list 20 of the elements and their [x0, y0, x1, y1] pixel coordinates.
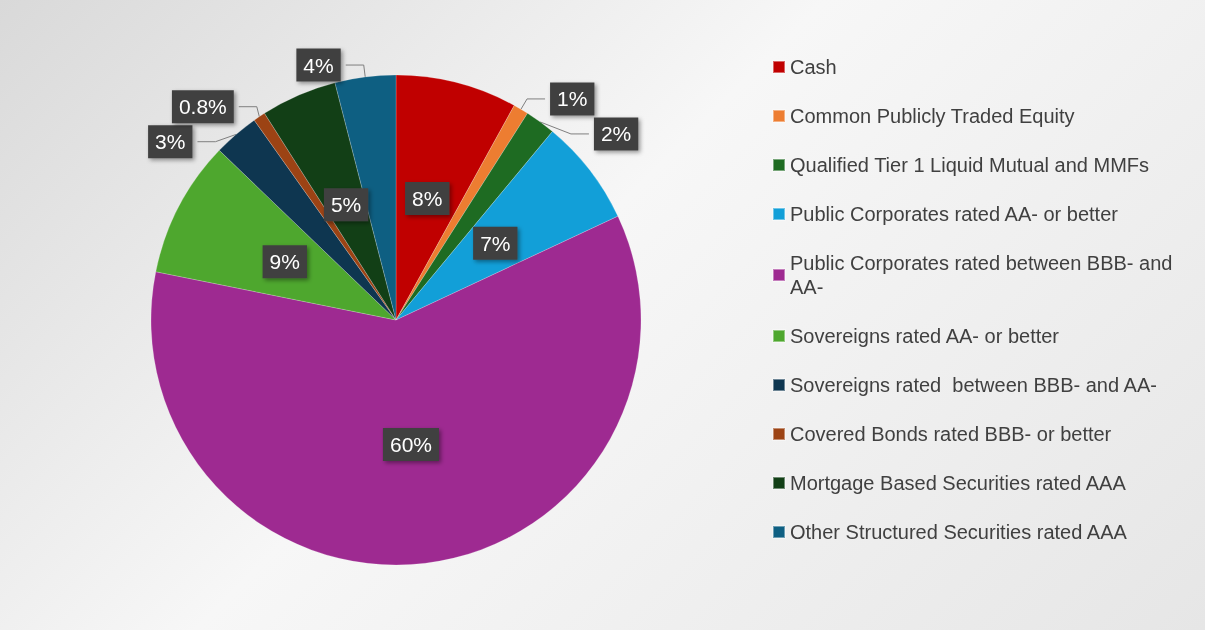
legend-label: Cash: [790, 56, 837, 78]
data-label: 9%: [269, 250, 300, 274]
data-label: 0.8%: [178, 95, 227, 119]
legend-label: Common Publicly Traded Equity: [790, 105, 1075, 127]
legend-label: Public Corporates rated between BBB- and AA-: [790, 252, 1178, 298]
data-label: 3%: [155, 130, 186, 154]
legend-label: Qualified Tier 1 Liquid Mutual and MMFs: [790, 154, 1150, 176]
data-label: 7%: [480, 231, 511, 255]
data-label: 5%: [330, 193, 362, 217]
legend-label: Public Corporates rated AA- or better: [790, 203, 1119, 225]
legend-label: Other Structured Securities rated AAA: [790, 521, 1128, 543]
data-label: 2%: [600, 122, 632, 146]
legend-label: Sovereigns rated between BBB- and AA-: [790, 374, 1157, 396]
legend-label: Mortgage Based Securities rated AAA: [790, 472, 1127, 494]
data-label: 1%: [557, 87, 588, 111]
legend-label: Covered Bonds rated BBB- or better: [790, 423, 1112, 445]
data-label: 60%: [389, 433, 432, 457]
legend-label: Sovereigns rated AA- or better: [790, 325, 1060, 347]
data-label: 4%: [303, 53, 334, 77]
data-label: 8%: [412, 186, 443, 210]
